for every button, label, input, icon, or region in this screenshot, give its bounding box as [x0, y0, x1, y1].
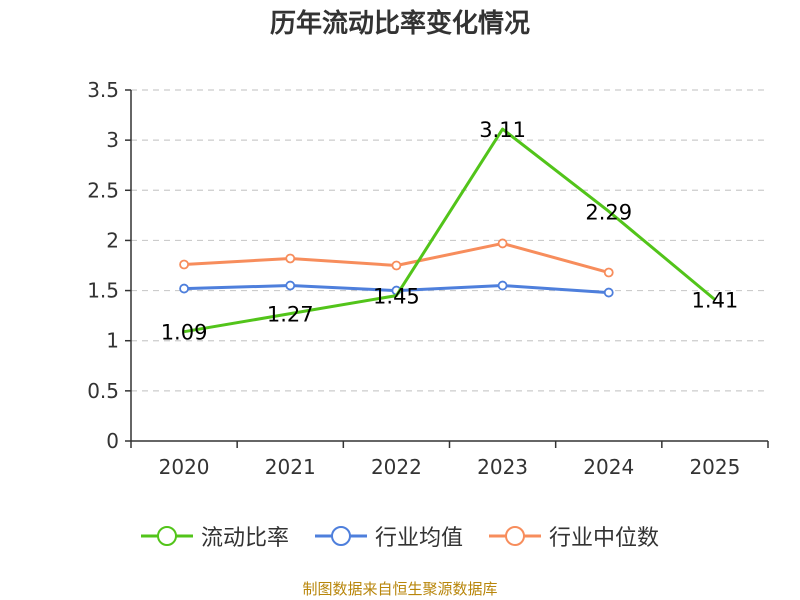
legend-swatch-icon [314, 526, 367, 546]
series-2-point [179, 259, 189, 270]
series-layer [179, 127, 716, 334]
data-label: 1.27 [267, 303, 314, 327]
x-tick-label: 2020 [159, 455, 210, 479]
data-label: 1.09 [161, 321, 208, 345]
data-label: 2.29 [585, 200, 632, 224]
x-tick-label: 2022 [371, 455, 422, 479]
y-tick-label: 3 [106, 128, 119, 152]
series-1-point [603, 287, 614, 298]
legend-swatch-marker [330, 526, 351, 546]
y-tick-label: 0 [106, 429, 119, 453]
y-tick-label: 3.5 [87, 78, 119, 102]
series-2-point [285, 253, 296, 264]
axis-layer: 0 0.5 1 1.5 2 2.5 3 3.5 2020 2021 2022 2023 2024 2025 [87, 78, 769, 479]
grid-layer [131, 89, 768, 392]
chart-title: 历年流动比率变化情况 [269, 9, 530, 39]
y-tick-label: 1.5 [87, 279, 119, 303]
legend-label: 行业均值 [374, 526, 463, 551]
x-tick-label: 2025 [689, 455, 740, 479]
data-label: 1.45 [373, 285, 420, 309]
y-tick-label: 2.5 [87, 178, 119, 202]
y-tick-label: 2 [106, 228, 119, 252]
legend-item[interactable]: 流动比率 [140, 520, 289, 552]
series-0-line [183, 127, 716, 334]
legend: 流动比率 行业均值 行业中位数 [0, 518, 800, 554]
data-label: 1.41 [692, 289, 739, 313]
series-2-point [391, 260, 402, 271]
legend-item[interactable]: 行业中位数 [489, 520, 659, 552]
series-2-point [603, 267, 614, 278]
legend-label: 流动比率 [200, 526, 289, 551]
series-2-point [497, 238, 508, 249]
data-label-layer: 1.09 1.27 1.45 3.11 2.29 1.41 [161, 118, 739, 345]
series-1-point [179, 283, 189, 294]
x-tick-label: 2024 [583, 455, 634, 479]
data-label: 3.11 [479, 118, 526, 142]
y-tick-label: 0.5 [87, 379, 119, 403]
series-1-point [497, 280, 508, 291]
legend-item[interactable]: 行业均值 [314, 520, 463, 552]
x-tick-label: 2021 [265, 455, 316, 479]
legend-swatch-marker [156, 526, 177, 546]
legend-swatch-marker [505, 526, 525, 546]
legend-swatch-icon [140, 526, 193, 546]
legend-swatch-icon [489, 526, 541, 546]
source-note: 制图数据来自恒生聚源数据库 [302, 580, 498, 598]
legend-label: 行业中位数 [549, 526, 660, 551]
y-tick-label: 1 [106, 329, 119, 353]
series-1-point [285, 280, 296, 291]
x-tick-label: 2023 [477, 455, 528, 479]
